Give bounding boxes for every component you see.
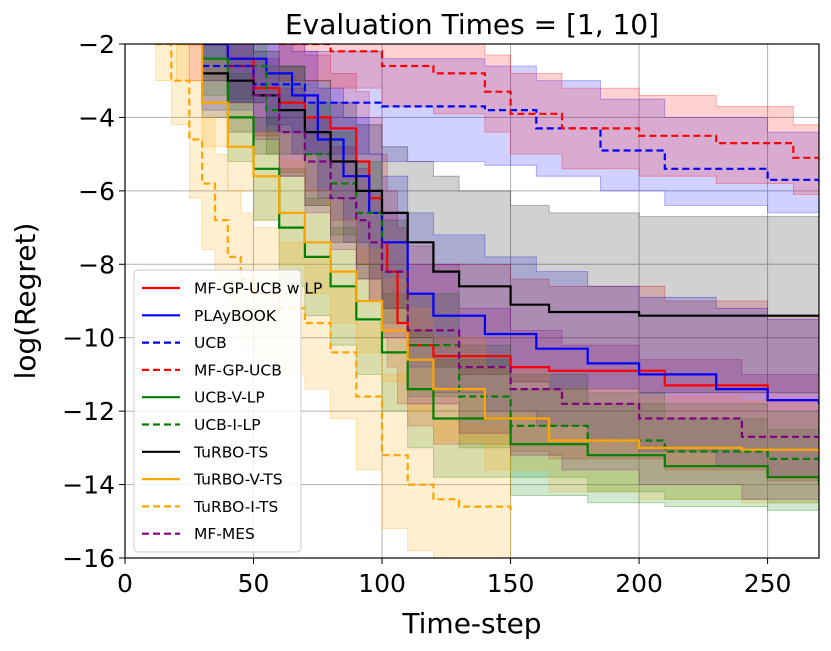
legend-label-ucb-v-lp: UCB-V-LP bbox=[194, 389, 265, 407]
x-tick-label: 0 bbox=[117, 569, 133, 598]
y-tick-label: −16 bbox=[62, 544, 115, 573]
band-turbo-v-ts bbox=[176, 44, 819, 507]
y-tick-label: −10 bbox=[62, 324, 115, 353]
x-tick-label: 150 bbox=[487, 569, 535, 598]
legend: MF-GP-UCB w LP PLAyBOOK UCB MF-GP-UCB UCB-V-… bbox=[133, 269, 322, 553]
y-axis-label: log(Regret) bbox=[9, 223, 42, 380]
y-tick-label: −12 bbox=[62, 397, 115, 426]
legend-label-turbo-i-ts: TuRBO-I-TS bbox=[193, 498, 278, 516]
band-ucb bbox=[201, 44, 819, 221]
legend-label-mf-gp-ucb-w-lp: MF-GP-UCB w LP bbox=[194, 280, 322, 298]
chart-title: Evaluation Times = [1, 10] bbox=[285, 8, 659, 41]
legend-box bbox=[133, 269, 302, 553]
line-turbo-v-ts bbox=[176, 44, 819, 452]
y-axis-ticks: −16 −14 −12 −10 −8 −6 −4 −2 bbox=[62, 30, 125, 573]
legend-label-mf-gp-ucb: MF-GP-UCB bbox=[194, 361, 282, 379]
y-tick-label: −14 bbox=[62, 471, 115, 500]
x-axis-label: Time-step bbox=[401, 607, 541, 640]
x-tick-label: 200 bbox=[615, 569, 663, 598]
legend-label-playbook: PLAyBOOK bbox=[194, 307, 277, 325]
legend-label-turbo-v-ts: TuRBO-V-TS bbox=[193, 471, 283, 489]
x-tick-label: 50 bbox=[238, 569, 270, 598]
legend-label-ucb-i-lp: UCB-I-LP bbox=[194, 416, 261, 434]
line-ucb bbox=[202, 64, 819, 184]
band-mf-gp-ucb bbox=[278, 44, 819, 199]
legend-label-ucb: UCB bbox=[194, 334, 227, 352]
legend-label-turbo-ts: TuRBO-TS bbox=[193, 443, 268, 461]
y-tick-label: −8 bbox=[78, 250, 115, 279]
line-mf-gp-ucb bbox=[279, 44, 819, 162]
x-tick-label: 100 bbox=[358, 569, 406, 598]
x-axis-ticks: 0 50 100 150 200 250 bbox=[117, 558, 791, 598]
line-ucb-v-lp bbox=[202, 57, 819, 485]
y-tick-label: −6 bbox=[78, 177, 115, 206]
plot-frame bbox=[124, 43, 820, 559]
legend-label-mf-mes: MF-MES bbox=[194, 525, 255, 543]
series-lines bbox=[155, 44, 819, 514]
line-mf-mes bbox=[227, 64, 819, 445]
y-tick-label: −4 bbox=[78, 103, 115, 132]
y-tick-label: −2 bbox=[78, 30, 115, 59]
x-tick-label: 250 bbox=[744, 569, 792, 598]
